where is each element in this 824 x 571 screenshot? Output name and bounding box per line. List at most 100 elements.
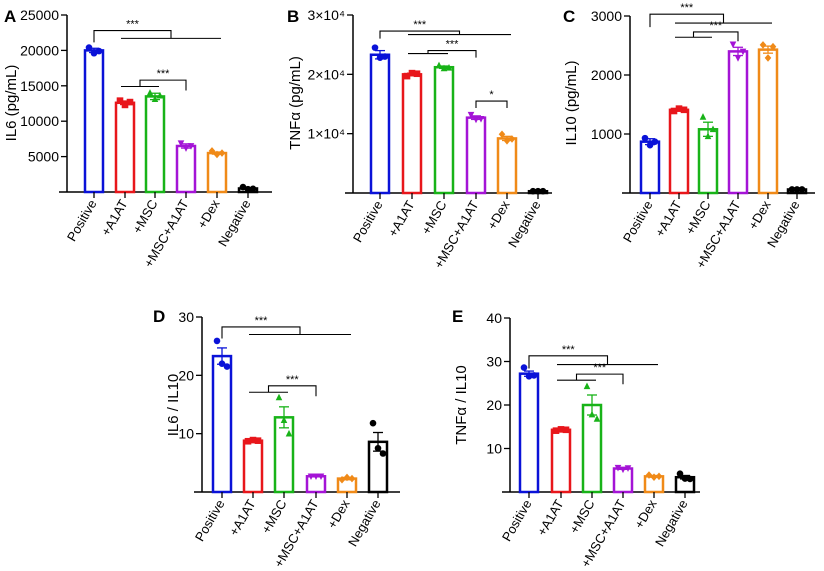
data-point (534, 187, 542, 195)
data-point (686, 475, 694, 483)
data-point (650, 473, 658, 482)
bracket-line (267, 385, 317, 397)
data-point (529, 187, 537, 195)
data-point (239, 183, 247, 191)
data-point (675, 105, 683, 112)
data-point (307, 473, 315, 481)
x-tick-label: +Dex (194, 197, 223, 232)
data-point (530, 372, 538, 379)
data-point (764, 54, 772, 62)
bar-+Dex (206, 151, 228, 194)
y-tick-label: 20 (486, 397, 502, 413)
data-point (126, 98, 134, 106)
data-point (699, 113, 707, 120)
significance-bracket: *** (249, 374, 317, 397)
x-tick-label: +Dex (324, 497, 353, 532)
y-axis-title: IL6 (pg/mL) (3, 65, 20, 142)
y-tick-label: 10000 (20, 113, 59, 129)
significance-label: *** (126, 19, 140, 31)
data-point (477, 116, 485, 123)
y-tick-label: 40 (486, 310, 502, 326)
data-point (583, 382, 591, 390)
data-point (338, 475, 346, 484)
bar-+A1AT (550, 428, 572, 494)
significance-label: *** (286, 374, 300, 386)
data-point (348, 474, 356, 483)
data-point (187, 143, 195, 150)
data-point (275, 393, 283, 401)
data-point (440, 64, 448, 72)
bar-+MSC (273, 416, 295, 494)
significance-label: *** (562, 344, 576, 356)
x-tick-label: +MSC (258, 497, 289, 536)
data-point (709, 125, 717, 133)
x-tick-label: Positive (64, 197, 100, 244)
y-tick-label: 1×10⁴ (307, 126, 345, 142)
significance-bracket: *** (557, 362, 624, 385)
x-tick-label: +MSC (682, 198, 713, 237)
data-point (280, 416, 288, 424)
data-point (525, 372, 533, 380)
data-point (552, 427, 560, 434)
bar-+A1AT (114, 101, 136, 194)
significance-label: *** (255, 315, 269, 327)
bracket-line (427, 50, 477, 58)
bracket-line (221, 326, 301, 339)
data-point (445, 64, 453, 71)
data-point (381, 53, 389, 60)
data-point (116, 97, 124, 104)
x-tick-label: +A1AT (652, 198, 685, 239)
data-point (562, 426, 570, 434)
data-point (413, 70, 421, 78)
data-point (793, 186, 801, 193)
x-tick-label: +A1AT (534, 497, 567, 538)
y-tick-label: 3×10⁴ (307, 7, 345, 23)
data-point (95, 47, 103, 55)
data-point (213, 150, 221, 159)
data-point (520, 364, 528, 371)
significance-bracket: *** (379, 19, 511, 39)
data-point (90, 49, 98, 57)
y-axis-title: TNFα / IL10 (453, 365, 470, 445)
significance-label: *** (593, 362, 607, 374)
data-point (312, 473, 320, 481)
x-tick-label: +MSC (418, 198, 449, 237)
panel-letter: B (287, 7, 299, 26)
y-tick-label: 1000 (591, 126, 622, 142)
bar-+A1AT (668, 108, 690, 195)
x-tick-label: +Dex (484, 198, 513, 233)
panel-B: B TNFα (pg/mL) 1×10⁴ 2×10⁴ 3×10⁴ Positive +A1A… (287, 7, 552, 271)
data-point (249, 185, 257, 193)
significance-bracket: *** (528, 344, 658, 369)
bar-Positive (518, 372, 540, 494)
x-tick-label: +A1AT (385, 198, 418, 239)
data-point (503, 136, 511, 145)
data-point (244, 437, 252, 445)
y-axis-title: IL6 / IL10 (165, 374, 182, 437)
panel-letter: A (4, 7, 16, 26)
data-point (619, 466, 627, 474)
data-point (593, 415, 601, 422)
panel-letter: D (153, 307, 165, 326)
data-point (769, 42, 777, 51)
y-axis-title: TNFα (pg/mL) (287, 56, 304, 150)
panel-letter: C (563, 7, 575, 26)
bar-+MSC+A1AT (465, 116, 487, 195)
data-point (213, 337, 221, 345)
data-point (285, 429, 293, 437)
x-tick-label: +MSC (566, 497, 597, 536)
data-point (670, 107, 678, 115)
significance-label: *** (709, 20, 723, 32)
data-point (408, 69, 416, 77)
data-point (759, 41, 767, 49)
bar-+A1AT (401, 73, 423, 195)
data-point (182, 145, 190, 152)
data-point (254, 437, 262, 444)
data-point (704, 132, 712, 140)
data-point (788, 186, 796, 193)
data-point (588, 410, 596, 418)
y-axis-title: IL10 (pg/mL) (563, 60, 580, 145)
x-tick-label: Positive (350, 198, 386, 245)
